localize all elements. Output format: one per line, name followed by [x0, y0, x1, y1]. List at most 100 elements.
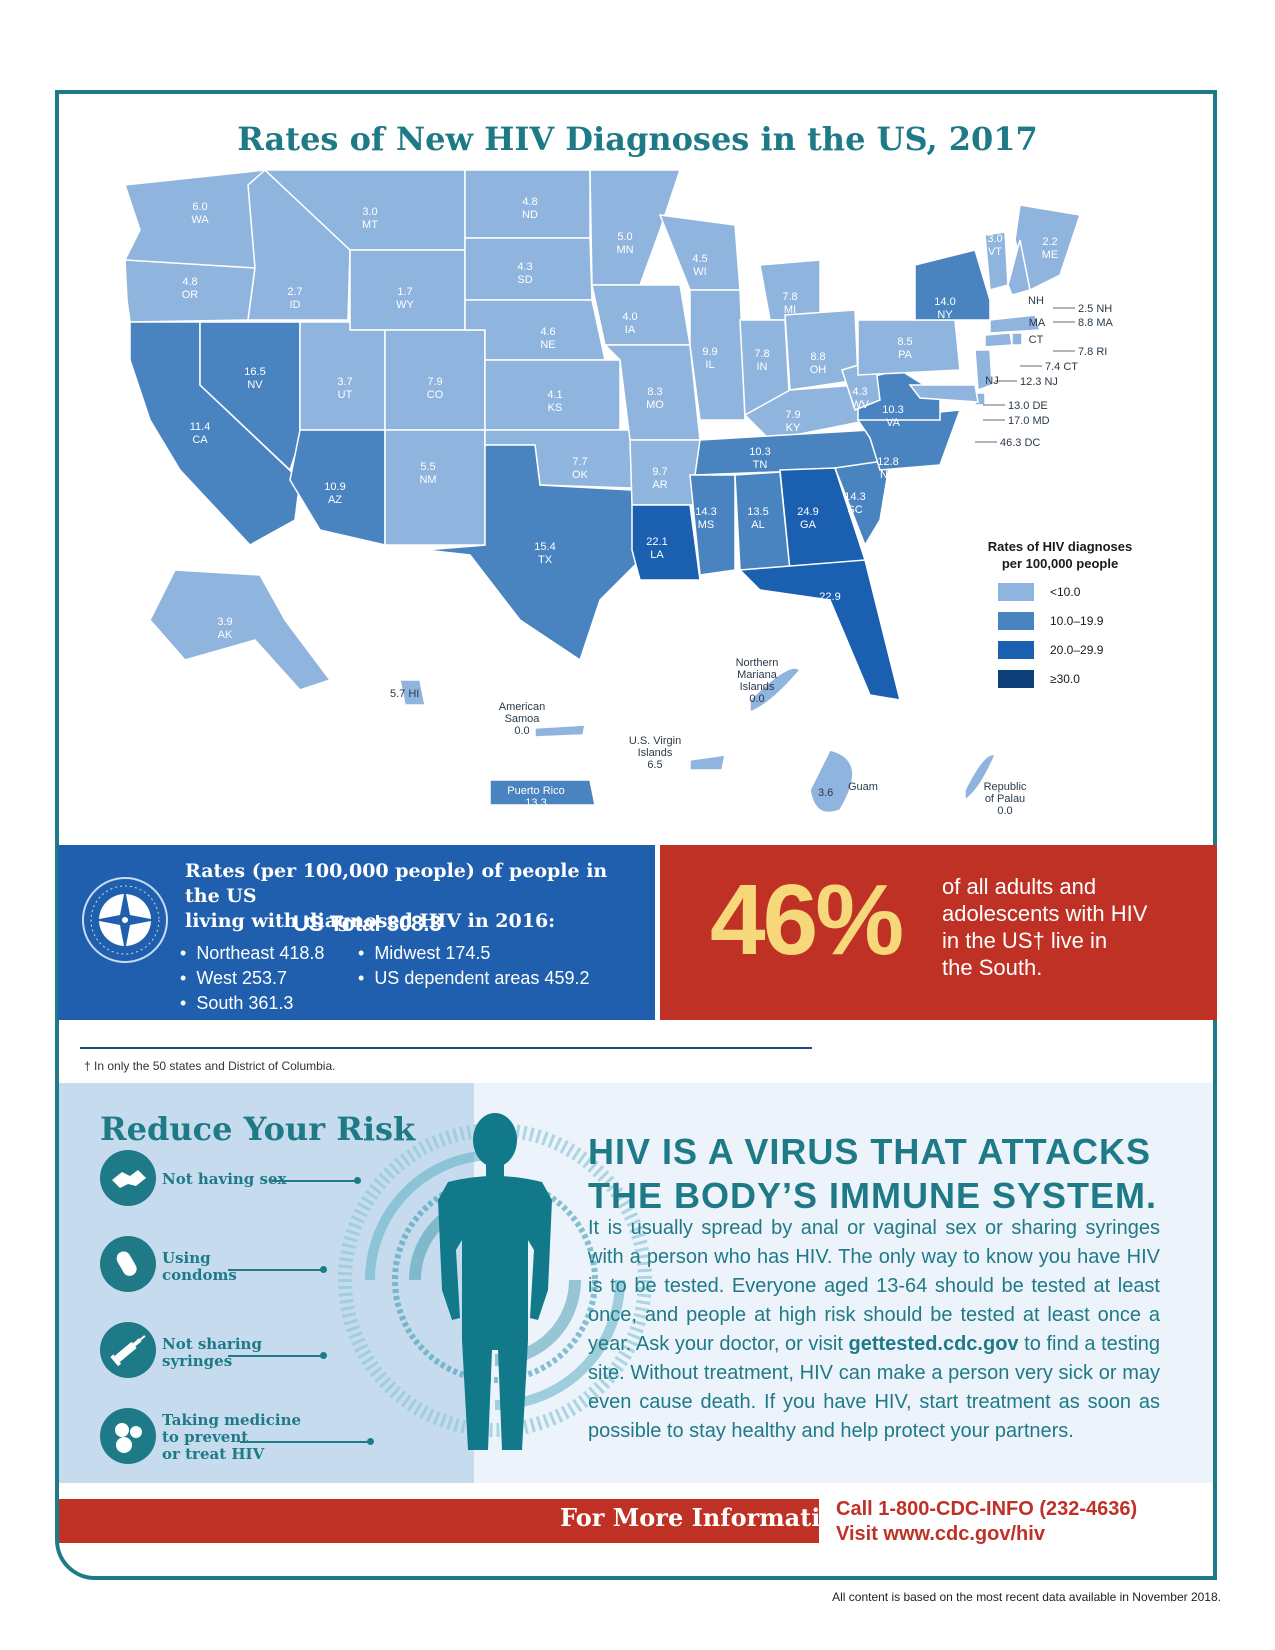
guam-shape	[809, 749, 854, 814]
state-ne	[464, 299, 606, 361]
callout-label: 7.8 RI	[1078, 346, 1107, 358]
body-figure-graphic	[338, 1113, 652, 1450]
risk-label-line: to prevent	[162, 1428, 249, 1446]
state-label: 14.0 NY	[934, 296, 955, 321]
state-label: 14.3 SC	[844, 491, 865, 516]
risk-label-line: Using	[162, 1249, 211, 1267]
state-label: 4.6 NE	[540, 326, 555, 351]
state-label: 4.0 IA	[622, 311, 637, 336]
state-label: 2.7 ID	[287, 286, 302, 311]
us-hiv-map: 6.0 WA 4.8 OR 11.4 CA 16.5 NV 2.7 ID 3.0 MT 1.7 WY 3.7…	[123, 168, 1114, 817]
legend-swatch	[998, 641, 1034, 659]
state-me	[1014, 204, 1081, 292]
callout-label: 17.0 MD	[1008, 415, 1050, 427]
callout-label: 12.3 NJ	[1020, 376, 1058, 388]
risk-label-line: Taking medicine	[162, 1411, 302, 1429]
region-stat: Northeast 418.8	[180, 941, 324, 966]
state-label: 7.9 KY	[785, 409, 801, 434]
region-list-2: Midwest 174.5 US dependent areas 459.2	[358, 941, 589, 991]
state-label: 9.7 AR	[652, 466, 667, 491]
legend-item: 20.0–29.9	[998, 641, 1160, 659]
territory-label: Republic of Palau 0.0	[984, 781, 1027, 817]
region-list-1: Northeast 418.8 West 253.7 South 361.3	[180, 941, 324, 1016]
gettested-link[interactable]: gettested.cdc.gov	[848, 1333, 1019, 1355]
territory-label: American Samoa 0.0	[499, 701, 545, 737]
region-stat: US dependent areas 459.2	[358, 966, 589, 991]
connector-line	[272, 1180, 357, 1182]
handshake-icon	[100, 1150, 156, 1206]
state-nh	[1007, 239, 1031, 296]
risk-item-not-sharing-syringes: Not sharing syringes	[100, 1322, 430, 1382]
south-stat-box: 46% of all adults and adolescents with H…	[660, 845, 1217, 1020]
stats-heading: Rates (per 100,000 people) of people in …	[185, 859, 645, 934]
state-label: 24.9 GA	[797, 506, 818, 531]
state-label: 4.3 SD	[517, 261, 532, 286]
footnote-rule	[80, 1047, 812, 1049]
state-label: 14.3 MS	[695, 506, 716, 531]
state-nm	[384, 429, 486, 546]
territory-label: 3.6 Guam	[818, 781, 878, 799]
state-label: 8.5 PA	[897, 336, 912, 361]
south-line: adolescents with HIV	[942, 901, 1148, 926]
us-total: US Total 308.3	[293, 911, 442, 936]
state-ak	[149, 569, 332, 691]
region-stat: Midwest 174.5	[358, 941, 589, 966]
small-state-label: MA	[1029, 317, 1046, 329]
map-legend: Rates of HIV diagnoses per 100,000 peopl…	[960, 538, 1160, 688]
state-label: 3.9 AK	[217, 616, 233, 641]
state-label: 4.8 ND	[522, 196, 538, 221]
small-state-label: NH	[1028, 295, 1044, 307]
palau-shape	[964, 753, 996, 802]
more-info-bar	[59, 1499, 819, 1543]
legend-item: ≥30.0	[998, 670, 1160, 688]
phone-link[interactable]: Call 1-800-CDC-INFO (232-4636)	[836, 1498, 1138, 1520]
state-il	[689, 289, 746, 421]
state-label: 10.3 VA	[882, 404, 903, 429]
state-az	[289, 429, 386, 546]
state-mn	[589, 169, 682, 286]
footnote: † In only the 50 states and District of …	[84, 1059, 336, 1073]
website-link[interactable]: Visit www.cdc.gov/hiv	[836, 1523, 1045, 1545]
state-label: 1.7 WY	[396, 286, 414, 311]
state-hi	[399, 679, 426, 706]
living-with-hiv-stats: Rates (per 100,000 people) of people in …	[58, 845, 655, 1020]
state-or	[124, 259, 256, 323]
state-ms	[689, 474, 736, 576]
south-line: the South.	[942, 955, 1043, 980]
state-label: 12.8 NC	[877, 456, 898, 481]
mariana-shape	[749, 667, 802, 714]
samoa-shape	[534, 724, 586, 738]
legend-swatch	[998, 670, 1034, 688]
state-label: 7.9 CO	[427, 376, 444, 401]
state-tx	[424, 444, 641, 662]
state-label: 8.3 MO	[646, 386, 664, 411]
state-label: 2.2 ME	[1042, 236, 1059, 261]
page-frame	[55, 90, 1217, 1580]
state-label: 4.8 OR	[182, 276, 199, 301]
stats-heading-line1: Rates (per 100,000 people) of people in …	[185, 860, 608, 907]
state-la	[631, 504, 701, 581]
state-label: 3.0 VT	[987, 233, 1002, 258]
legend-label: 20.0–29.9	[1050, 643, 1104, 657]
disclaimer: All content is based on the most recent …	[832, 1590, 1221, 1604]
risk-label: Using condoms	[162, 1250, 237, 1284]
callout-label: 46.3 DC	[1000, 437, 1040, 449]
legend-swatch	[998, 583, 1034, 601]
more-info-label: For More Information	[560, 1503, 854, 1532]
state-label: 13.5 AL	[747, 506, 768, 531]
legend-title-line2: per 100,000 people	[1001, 556, 1119, 571]
connector-line	[228, 1269, 323, 1271]
state-label: 11.4 CA	[190, 421, 211, 446]
state-label: 5.5 NM	[419, 461, 436, 486]
state-label: 3.0 MT	[362, 206, 378, 231]
puerto-rico-shape	[489, 779, 596, 806]
callout-label: 13.0 DE	[1008, 400, 1048, 412]
state-label: 4.1 KS	[547, 389, 562, 414]
territory-label: Northern Mariana Islands 0.0	[736, 657, 779, 705]
state-nj	[974, 349, 993, 392]
virus-heading-line2: THE BODY’S IMMUNE SYSTEM.	[588, 1175, 1158, 1216]
legend-item: 10.0–19.9	[998, 612, 1160, 630]
condom-icon	[100, 1236, 156, 1292]
connector-dot	[320, 1266, 327, 1273]
legend-label: <10.0	[1050, 585, 1081, 599]
